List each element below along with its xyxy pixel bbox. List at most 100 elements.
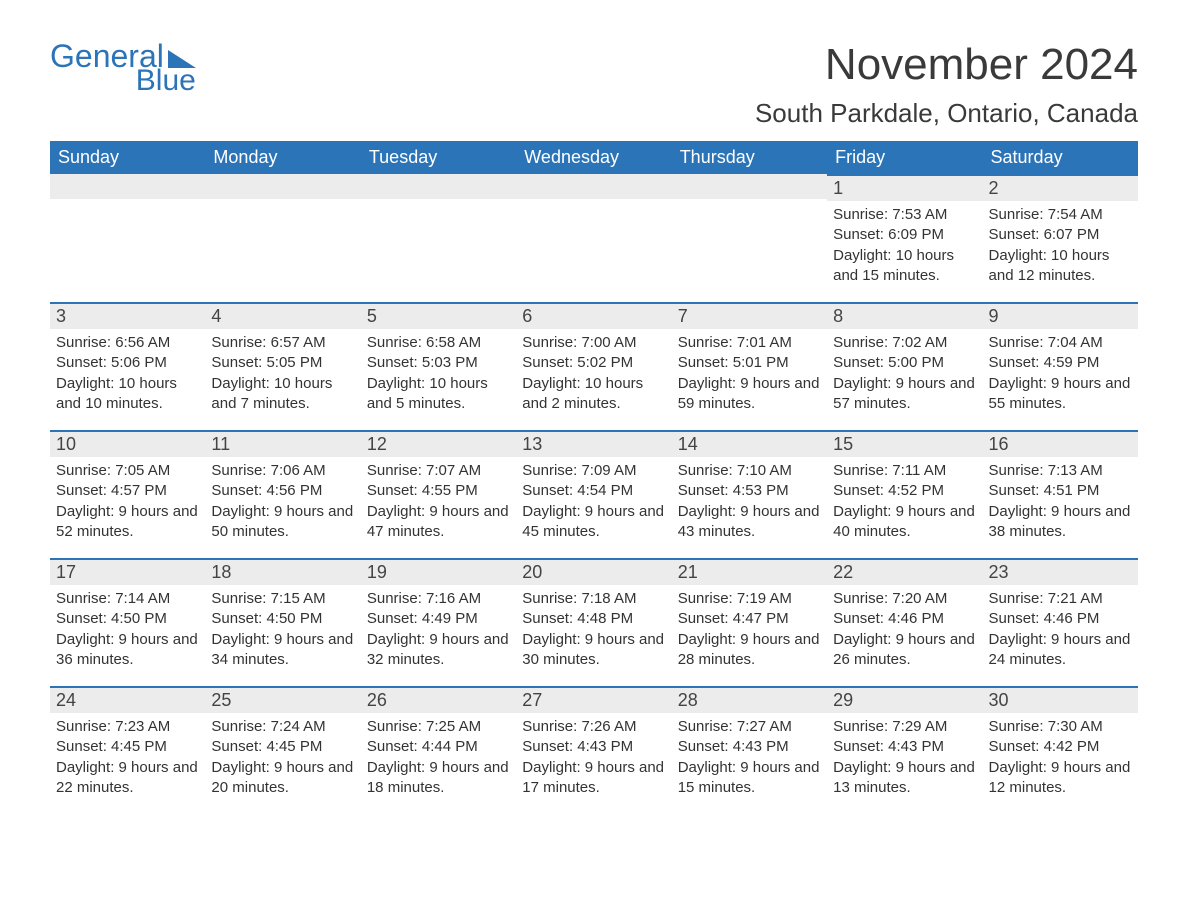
day-details: Sunrise: 7:10 AMSunset: 4:53 PMDaylight:… [672,457,827,550]
logo-text-blue: Blue [136,66,196,96]
sunset-line: Sunset: 5:05 PM [211,353,354,373]
day-details: Sunrise: 6:57 AMSunset: 5:05 PMDaylight:… [205,329,360,422]
calendar-cell: 10Sunrise: 7:05 AMSunset: 4:57 PMDayligh… [50,430,205,558]
calendar-cell [205,174,360,302]
calendar-cell: 16 Sunrise: 7:13 AMSunset: 4:51 PMDayligh… [983,430,1138,558]
day-number: 18 [205,560,360,585]
daylight-line: Daylight: 10 hours and 7 minutes. [211,374,354,415]
sunset-line: Sunset: 4:55 PM [367,481,510,501]
calendar-cell: 5Sunrise: 6:58 AMSunset: 5:03 PMDaylight… [361,302,516,430]
day-details: Sunrise: 7:04 AMSunset: 4:59 PMDaylight:… [983,329,1138,422]
calendar-cell: 24Sunrise: 7:23 AMSunset: 4:45 PMDayligh… [50,686,205,814]
calendar-cell: 12Sunrise: 7:07 AMSunset: 4:55 PMDayligh… [361,430,516,558]
calendar-cell: 13Sunrise: 7:09 AMSunset: 4:54 PMDayligh… [516,430,671,558]
sunrise-line: Sunrise: 7:19 AM [678,589,821,609]
day-number: 17 [50,560,205,585]
sunset-line: Sunset: 6:09 PM [833,225,976,245]
sunrise-line: Sunrise: 7:09 AM [522,461,665,481]
sunrise-line: Sunrise: 7:06 AM [211,461,354,481]
day-details: Sunrise: 7:00 AMSunset: 5:02 PMDaylight:… [516,329,671,422]
day-details: Sunrise: 7:30 AMSunset: 4:42 PMDaylight:… [983,713,1138,806]
calendar-cell: 15Sunrise: 7:11 AMSunset: 4:52 PMDayligh… [827,430,982,558]
header: General Blue November 2024 South Parkdal… [50,40,1138,129]
daylight-line: Daylight: 9 hours and 18 minutes. [367,758,510,799]
sunrise-line: Sunrise: 7:15 AM [211,589,354,609]
sunset-line: Sunset: 4:46 PM [989,609,1132,629]
calendar-cell: 14Sunrise: 7:10 AMSunset: 4:53 PMDayligh… [672,430,827,558]
calendar-cell: 2Sunrise: 7:54 AMSunset: 6:07 PMDaylight… [983,174,1138,302]
day-details: Sunrise: 7:02 AMSunset: 5:00 PMDaylight:… [827,329,982,422]
day-number: 7 [672,304,827,329]
calendar-cell: 25Sunrise: 7:24 AMSunset: 4:45 PMDayligh… [205,686,360,814]
day-number: 24 [50,688,205,713]
sunset-line: Sunset: 4:49 PM [367,609,510,629]
sunrise-line: Sunrise: 7:13 AM [989,461,1132,481]
day-number: 20 [516,560,671,585]
daylight-line: Daylight: 9 hours and 55 minutes. [989,374,1132,415]
calendar-cell: 19Sunrise: 7:16 AMSunset: 4:49 PMDayligh… [361,558,516,686]
sunset-line: Sunset: 6:07 PM [989,225,1132,245]
sunrise-line: Sunrise: 7:21 AM [989,589,1132,609]
day-details: Sunrise: 7:15 AMSunset: 4:50 PMDaylight:… [205,585,360,678]
calendar-cell: 7Sunrise: 7:01 AMSunset: 5:01 PMDaylight… [672,302,827,430]
sunset-line: Sunset: 4:51 PM [989,481,1132,501]
weekday-header: Sunday [50,141,205,174]
day-number: 13 [516,432,671,457]
sunrise-line: Sunrise: 7:14 AM [56,589,199,609]
logo: General Blue [50,40,196,96]
day-number: 4 [205,304,360,329]
day-number: 22 [827,560,982,585]
sunrise-line: Sunrise: 7:10 AM [678,461,821,481]
sunset-line: Sunset: 4:45 PM [56,737,199,757]
day-details: Sunrise: 7:01 AMSunset: 5:01 PMDaylight:… [672,329,827,422]
sunset-line: Sunset: 4:48 PM [522,609,665,629]
calendar-body: 1Sunrise: 7:53 AMSunset: 6:09 PMDaylight… [50,174,1138,814]
sunset-line: Sunset: 4:43 PM [833,737,976,757]
day-details: Sunrise: 7:06 AMSunset: 4:56 PMDaylight:… [205,457,360,550]
daylight-line: Daylight: 10 hours and 12 minutes. [989,246,1132,287]
day-number: 5 [361,304,516,329]
day-details: Sunrise: 7:25 AMSunset: 4:44 PMDaylight:… [361,713,516,806]
calendar-cell: 30Sunrise: 7:30 AMSunset: 4:42 PMDayligh… [983,686,1138,814]
calendar-row: 17Sunrise: 7:14 AMSunset: 4:50 PMDayligh… [50,558,1138,686]
daylight-line: Daylight: 9 hours and 36 minutes. [56,630,199,671]
day-number: 25 [205,688,360,713]
calendar-cell: 20Sunrise: 7:18 AMSunset: 4:48 PMDayligh… [516,558,671,686]
calendar-cell: 17Sunrise: 7:14 AMSunset: 4:50 PMDayligh… [50,558,205,686]
daylight-line: Daylight: 9 hours and 20 minutes. [211,758,354,799]
sunrise-line: Sunrise: 7:16 AM [367,589,510,609]
calendar-cell: 1Sunrise: 7:53 AMSunset: 6:09 PMDaylight… [827,174,982,302]
day-number: 16 [983,432,1138,457]
day-number: 30 [983,688,1138,713]
day-number: 23 [983,560,1138,585]
calendar-cell: 11Sunrise: 7:06 AMSunset: 4:56 PMDayligh… [205,430,360,558]
daylight-line: Daylight: 9 hours and 43 minutes. [678,502,821,543]
sunrise-line: Sunrise: 7:30 AM [989,717,1132,737]
day-details: Sunrise: 7:20 AMSunset: 4:46 PMDaylight:… [827,585,982,678]
daylight-line: Daylight: 9 hours and 40 minutes. [833,502,976,543]
day-number: 19 [361,560,516,585]
daylight-line: Daylight: 9 hours and 15 minutes. [678,758,821,799]
sunset-line: Sunset: 4:43 PM [522,737,665,757]
calendar-cell: 28Sunrise: 7:27 AMSunset: 4:43 PMDayligh… [672,686,827,814]
calendar-cell [516,174,671,302]
day-details: Sunrise: 7:27 AMSunset: 4:43 PMDaylight:… [672,713,827,806]
sunset-line: Sunset: 4:54 PM [522,481,665,501]
daylight-line: Daylight: 10 hours and 5 minutes. [367,374,510,415]
daylight-line: Daylight: 9 hours and 38 minutes. [989,502,1132,543]
daylight-line: Daylight: 9 hours and 22 minutes. [56,758,199,799]
sunset-line: Sunset: 4:56 PM [211,481,354,501]
daylight-line: Daylight: 9 hours and 52 minutes. [56,502,199,543]
sunset-line: Sunset: 4:46 PM [833,609,976,629]
sunrise-line: Sunrise: 7:53 AM [833,205,976,225]
sunrise-line: Sunrise: 7:25 AM [367,717,510,737]
calendar-cell: 29Sunrise: 7:29 AMSunset: 4:43 PMDayligh… [827,686,982,814]
sunrise-line: Sunrise: 7:01 AM [678,333,821,353]
calendar-row: 10Sunrise: 7:05 AMSunset: 4:57 PMDayligh… [50,430,1138,558]
daylight-line: Daylight: 9 hours and 13 minutes. [833,758,976,799]
calendar-cell: 9Sunrise: 7:04 AMSunset: 4:59 PMDaylight… [983,302,1138,430]
day-details: Sunrise: 7:07 AMSunset: 4:55 PMDaylight:… [361,457,516,550]
weekday-header-row: SundayMondayTuesdayWednesdayThursdayFrid… [50,141,1138,174]
day-details: Sunrise: 7:26 AMSunset: 4:43 PMDaylight:… [516,713,671,806]
sunrise-line: Sunrise: 7:27 AM [678,717,821,737]
